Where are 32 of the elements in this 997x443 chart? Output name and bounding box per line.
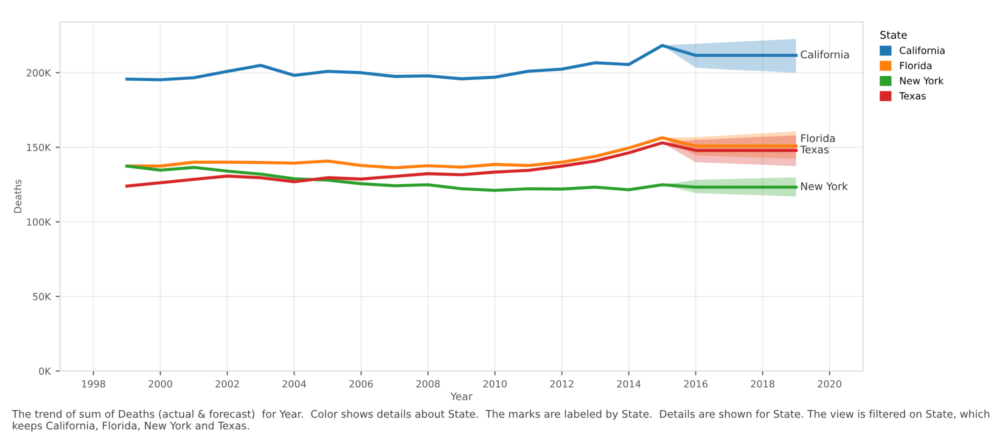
y-axis-title: Deaths — [14, 180, 22, 213]
line-series — [125, 164, 798, 192]
legend-label: New York — [900, 76, 944, 84]
x-tick-label: 2000 — [148, 380, 172, 388]
y-tick-label: 150K — [27, 144, 52, 152]
text: Florida — [801, 134, 835, 142]
x-tick-label: 1998 — [82, 380, 106, 388]
text: The trend of sum of Deaths (actual & forecast) for Year. Color shows details about State. The marks are labeled by State. Details are shown for State. The view is filtered on State, which keeps California, Florida, New York and Texas. — [12, 410, 990, 432]
text: California — [800, 50, 849, 58]
x-tick-label: 2014 — [617, 380, 641, 388]
x-tick-label: 2016 — [684, 380, 708, 388]
y-tick-label: 200K — [26, 69, 52, 77]
line-series — [125, 44, 798, 82]
x-axis-title: Year — [450, 392, 473, 400]
y-tick-label: 100K — [27, 218, 52, 226]
x-tick-label: 2020 — [818, 380, 842, 388]
legend-title: State — [880, 30, 907, 39]
text: New York — [801, 182, 848, 190]
x-tick-label: 2006 — [349, 380, 373, 388]
legend-label: Texas — [899, 92, 926, 100]
legend-label: Florida — [900, 62, 932, 70]
x-tick-label: 2018 — [750, 380, 774, 388]
x-tick-label: 2012 — [550, 380, 574, 388]
x-tick-label: 2004 — [282, 380, 306, 388]
y-tick-label: 0K — [39, 367, 52, 375]
line-series — [125, 141, 798, 188]
text: Texas — [800, 146, 829, 154]
legend-label: California — [900, 46, 945, 54]
x-tick-label: 2010 — [483, 380, 507, 388]
x-tick-label: 2002 — [216, 380, 239, 388]
x-tick-label: 2008 — [416, 380, 440, 388]
y-tick-label: 50K — [32, 292, 52, 300]
